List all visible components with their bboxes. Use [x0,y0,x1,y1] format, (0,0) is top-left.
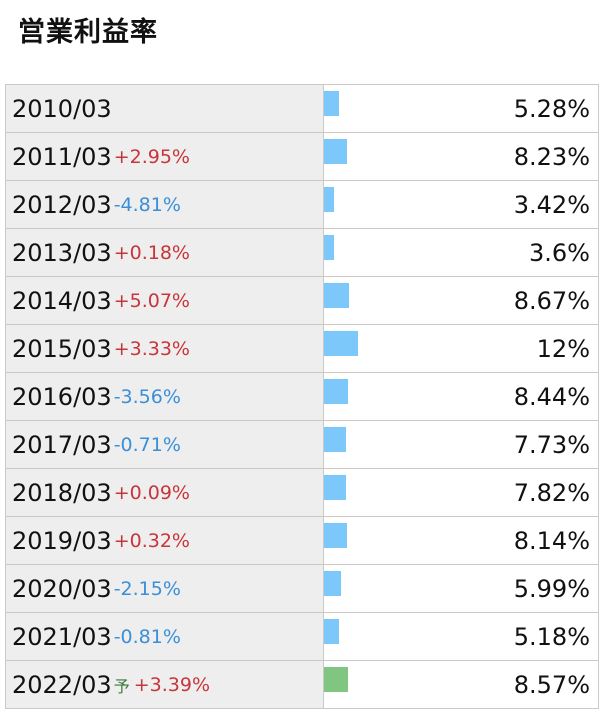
period-cell: 2011/03 +2.95% [6,133,324,180]
table-row: 2012/03 -4.81% 3.42% [5,181,599,229]
yoy-change-label: +0.18% [113,241,190,264]
value-bar [324,139,347,164]
bar-cell [324,661,424,708]
bar-cell [324,565,424,612]
value-bar [324,619,339,644]
period-cell: 2012/03 -4.81% [6,181,324,228]
table-row: 2016/03 -3.56% 8.44% [5,373,599,421]
value-bar [324,187,334,212]
bar-cell [324,613,424,660]
table-row: 2015/03 +3.33% 12% [5,325,599,373]
value-bar [324,427,346,452]
value-label: 8.23% [513,142,590,171]
yoy-change-label: -2.15% [113,577,181,600]
period-cell: 2010/03 [6,85,324,132]
period-cell: 2013/03 +0.18% [6,229,324,276]
yoy-change-label: +5.07% [113,289,190,312]
period-label: 2010/03 [12,94,112,123]
table-row: 2013/03 +0.18% 3.6% [5,229,599,277]
period-cell: 2014/03 +5.07% [6,277,324,324]
period-label: 2013/03 [12,238,112,267]
value-bar [324,475,346,500]
value-bar [324,523,347,548]
period-label: 2019/03 [12,526,112,555]
table-row: 2011/03 +2.95% 8.23% [5,133,599,181]
yoy-change-label: -0.81% [113,625,181,648]
period-label: 2020/03 [12,574,112,603]
chart-title: 営業利益率 [18,17,158,48]
period-label: 2015/03 [12,334,112,363]
value-bar [324,235,334,260]
bar-cell [324,229,424,276]
value-label: 8.14% [513,526,590,555]
value-label: 5.18% [513,622,590,651]
period-label: 2021/03 [12,622,112,651]
period-cell: 2015/03 +3.33% [6,325,324,372]
period-cell: 2019/03 +0.32% [6,517,324,564]
bar-cell [324,373,424,420]
period-cell: 2022/03 予 +3.39% [6,661,324,708]
table-row: 2010/03 5.28% [5,85,599,133]
period-cell: 2020/03 -2.15% [6,565,324,612]
operating-margin-table: 2010/03 5.28% 2011/03 +2.95% 8.23% 2012/03 -4.… [5,84,599,709]
bar-cell [324,85,424,132]
table-row: 2014/03 +5.07% 8.67% [5,277,599,325]
period-cell: 2021/03 -0.81% [6,613,324,660]
bar-cell [324,181,424,228]
yoy-change-label: +3.39% [133,673,210,696]
yoy-change-label: -3.56% [113,385,181,408]
value-label: 12% [536,334,590,363]
forecast-mark: 予 [113,676,130,696]
period-cell: 2018/03 +0.09% [6,469,324,516]
yoy-change-label: +0.09% [113,481,190,504]
value-label: 5.99% [513,574,590,603]
value-label: 5.28% [513,94,590,123]
period-label: 2011/03 [12,142,112,171]
value-bar [324,91,339,116]
forecast-bar [324,667,348,692]
bar-cell [324,325,424,372]
yoy-change-label: +0.32% [113,529,190,552]
table-row: 2020/03 -2.15% 5.99% [5,565,599,613]
bar-cell [324,277,424,324]
table-row: 2019/03 +0.32% 8.14% [5,517,599,565]
value-bar [324,379,348,404]
period-label: 2012/03 [12,190,112,219]
value-label: 3.42% [513,190,590,219]
value-label: 3.6% [529,238,590,267]
value-label: 8.67% [513,286,590,315]
yoy-change-label: +3.33% [113,337,190,360]
value-bar [324,571,341,596]
value-bar [324,331,358,356]
value-bar [324,283,349,308]
table-row: 2021/03 -0.81% 5.18% [5,613,599,661]
value-label: 8.57% [513,670,590,699]
period-cell: 2017/03 -0.71% [6,421,324,468]
table-row: 2017/03 -0.71% 7.73% [5,421,599,469]
period-label: 2018/03 [12,478,112,507]
yoy-change-label: +2.95% [113,145,190,168]
value-label: 7.73% [513,430,590,459]
period-label: 2016/03 [12,382,112,411]
period-label: 2014/03 [12,286,112,315]
period-label: 2017/03 [12,430,112,459]
yoy-change-label: -0.71% [113,433,181,456]
table-row: 2022/03 予 +3.39% 8.57% [5,661,599,709]
value-label: 7.82% [513,478,590,507]
bar-cell [324,469,424,516]
period-label: 2022/03 [12,670,112,699]
table-row: 2018/03 +0.09% 7.82% [5,469,599,517]
bar-cell [324,133,424,180]
bar-cell [324,517,424,564]
yoy-change-label: -4.81% [113,193,181,216]
period-cell: 2016/03 -3.56% [6,373,324,420]
value-label: 8.44% [513,382,590,411]
bar-cell [324,421,424,468]
